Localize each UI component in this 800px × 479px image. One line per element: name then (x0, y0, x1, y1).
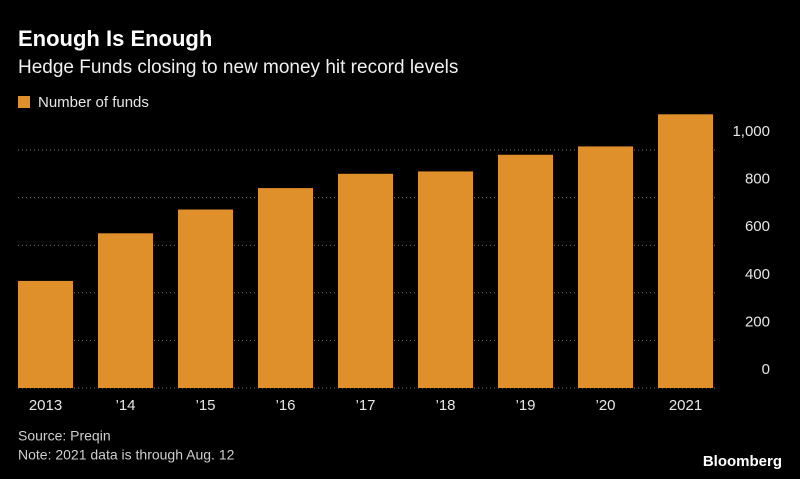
chart-subtitle: Hedge Funds closing to new money hit rec… (18, 57, 458, 78)
bar (98, 233, 153, 388)
note: Note: 2021 data is through Aug. 12 (18, 447, 235, 463)
legend-swatch (18, 96, 30, 108)
y-tick-label: 1,000 (732, 123, 770, 140)
x-tick-label: ’15 (195, 397, 215, 414)
y-tick-label: 600 (745, 218, 770, 235)
x-tick-label: ’16 (275, 397, 295, 414)
brand: Bloomberg (703, 453, 782, 470)
bar (338, 173, 393, 388)
x-tick-label: ’20 (595, 397, 615, 414)
chart-title: Enough Is Enough (18, 26, 212, 51)
y-tick-label: 0 (762, 361, 770, 378)
x-tick-label: ’18 (435, 397, 455, 414)
x-tick-label: 2021 (669, 397, 702, 414)
x-tick-label: ’17 (355, 397, 375, 414)
source: Source: Preqin (18, 428, 111, 444)
bar (258, 188, 313, 388)
x-tick-label: ’19 (515, 397, 535, 414)
y-tick-label: 800 (745, 171, 770, 188)
bar (418, 171, 473, 388)
legend-label: Number of funds (38, 94, 149, 111)
y-tick-label: 200 (745, 313, 770, 330)
bar (658, 114, 713, 389)
y-tick-label: 400 (745, 266, 770, 283)
bar (178, 209, 233, 388)
x-tick-label: 2013 (29, 397, 62, 414)
x-tick-label: ’14 (115, 397, 135, 414)
bar (578, 146, 633, 388)
bar (18, 280, 73, 388)
bar (498, 154, 553, 388)
